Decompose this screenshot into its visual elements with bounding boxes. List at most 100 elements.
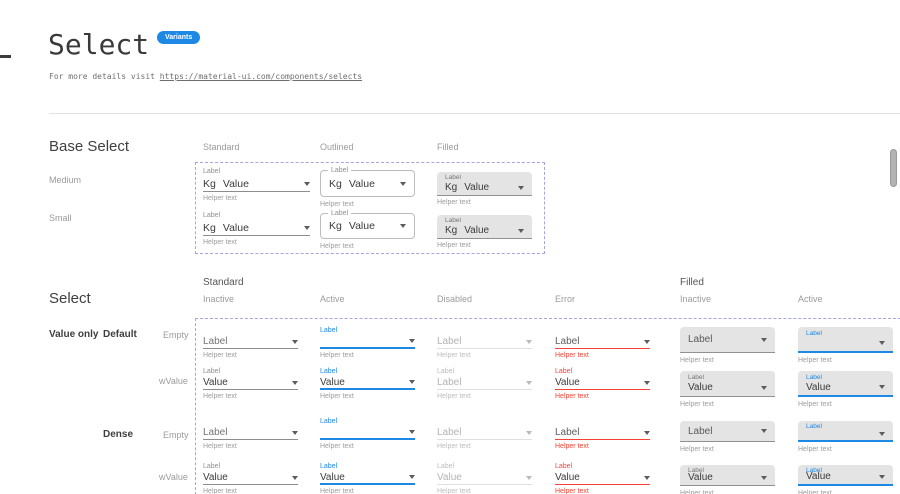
- select-standard-error-empty-dense[interactable]: Label Helper text: [555, 417, 650, 450]
- select-outline-box: Label Kg Value: [320, 209, 415, 239]
- select-standard-active-with-value[interactable]: Label Value Helper text: [320, 367, 415, 400]
- select-standard-error-with-value-dense[interactable]: Label Value Helper text: [555, 462, 650, 494]
- base-select-standard-small[interactable]: Label Kg Value Helper text: [203, 211, 310, 246]
- select-standard-active-empty[interactable]: Label Helper text: [320, 326, 415, 359]
- select-filled-box: Label Value: [798, 465, 893, 486]
- dropdown-caret-icon: [761, 337, 767, 342]
- state-header-active: Active: [320, 294, 345, 304]
- select-value: Label: [437, 336, 462, 347]
- select-filled-active-with-value[interactable]: Label Value Helper text: [798, 367, 893, 408]
- dropdown-caret-icon: [644, 339, 650, 344]
- select-standard-inactive-with-value-dense[interactable]: Label Value Helper text: [203, 462, 298, 494]
- row-label-medium: Medium: [49, 175, 82, 185]
- axis-label-default: Default: [103, 329, 137, 340]
- select-value: Value: [348, 220, 375, 232]
- header-divider: [49, 113, 900, 114]
- base-select-standard-medium[interactable]: Label Kg Value Helper text: [203, 167, 310, 202]
- select-filled-inactive-empty[interactable]: Label Helper text: [680, 326, 775, 364]
- base-select-outlined-medium[interactable]: Label Kg Value Helper text: [320, 166, 415, 208]
- select-standard-disabled-with-value[interactable]: Label Label Helper text: [437, 367, 532, 400]
- select-standard-inactive-with-value[interactable]: Label Value Helper text: [203, 367, 298, 400]
- select-filled-inactive-with-value-dense[interactable]: Label Value Helper text: [680, 462, 775, 494]
- select-value-row: Value: [555, 471, 650, 485]
- state-header-inactive: Inactive: [203, 294, 235, 304]
- dropdown-caret-icon: [518, 228, 524, 233]
- dropdown-caret-icon: [304, 225, 310, 230]
- helper-text: Helper text: [203, 352, 237, 359]
- dropdown-caret-icon: [526, 380, 532, 385]
- subtitle-text: For more details visit: [49, 72, 160, 81]
- select-filled-active-with-value-dense[interactable]: Label Value Helper text: [798, 462, 893, 494]
- select-filled-box: Label Value: [680, 371, 775, 397]
- select-adornment: Kg: [329, 177, 342, 190]
- select-value-row: [320, 426, 415, 440]
- dropdown-caret-icon: [526, 430, 532, 435]
- dropdown-caret-icon: [879, 385, 885, 389]
- select-value-row: Label: [555, 426, 650, 440]
- select-standard-inactive-empty[interactable]: Label Helper text: [203, 326, 298, 359]
- dropdown-caret-icon: [409, 380, 415, 384]
- helper-text: Helper text: [437, 443, 471, 450]
- select-standard-active-empty-dense[interactable]: Label Helper text: [320, 417, 415, 450]
- select-value: Value: [464, 225, 490, 236]
- select-standard-inactive-empty-dense[interactable]: Label Helper text: [203, 417, 298, 450]
- select-filled-inactive-empty-dense[interactable]: Label Helper text: [680, 417, 775, 453]
- select-filled-active-empty[interactable]: Label Helper text: [798, 326, 893, 364]
- select-value-row: Label: [203, 426, 298, 440]
- select-value-row: Label: [555, 335, 650, 349]
- dropdown-caret-icon: [304, 181, 310, 186]
- select-label: [203, 417, 298, 426]
- select-standard-disabled-empty-dense[interactable]: Label Helper text: [437, 417, 532, 450]
- select-filled-active-empty-dense[interactable]: Label Helper text: [798, 417, 893, 453]
- select-label: Label: [688, 467, 704, 474]
- select-value-row: Kg Value: [445, 225, 524, 236]
- helper-text: Helper text: [320, 243, 354, 250]
- dropdown-caret-icon: [292, 475, 298, 480]
- base-select-filled-small[interactable]: Label Kg Value Helper text: [437, 215, 532, 249]
- helper-text: Helper text: [680, 446, 714, 453]
- helper-text: Helper text: [437, 352, 471, 359]
- select-filled-box: Label Kg Value: [437, 215, 532, 239]
- select-value-row: Kg Value: [203, 220, 310, 236]
- helper-text: Helper text: [203, 443, 237, 450]
- select-label: Label: [203, 368, 221, 375]
- column-header-filled: Filled: [437, 142, 459, 152]
- select-filled-inactive-with-value[interactable]: Label Value Helper text: [680, 367, 775, 408]
- select-label: Label: [328, 209, 352, 218]
- select-value: Value: [222, 177, 249, 190]
- select-value-row: Value: [806, 471, 885, 482]
- select-label: Label: [688, 374, 704, 381]
- select-adornment: Kg: [445, 182, 458, 193]
- select-standard-error-with-value[interactable]: Label Value Helper text: [555, 367, 650, 400]
- select-label: Label: [320, 327, 338, 334]
- docs-link[interactable]: https://material-ui.com/components/selec…: [159, 72, 363, 81]
- dropdown-caret-icon: [761, 385, 767, 390]
- select-adornment: Kg: [445, 225, 458, 236]
- select-adornment: Kg: [203, 221, 216, 234]
- axis-label-empty-dense: Empty: [163, 430, 189, 440]
- select-standard-disabled-with-value-dense[interactable]: Label Value Helper text: [437, 462, 532, 494]
- select-value: Label: [437, 427, 462, 438]
- select-value-row: Label: [437, 376, 532, 390]
- select-label: [437, 326, 532, 335]
- select-value: Value: [437, 472, 462, 483]
- vertical-scrollbar-thumb[interactable]: [890, 149, 897, 187]
- select-standard-disabled-empty[interactable]: Label Helper text: [437, 326, 532, 359]
- group-header-filled: Filled: [680, 277, 704, 288]
- select-label: Label: [806, 467, 822, 474]
- select-value: Value: [555, 377, 580, 388]
- base-select-filled-medium[interactable]: Label Kg Value Helper text: [437, 172, 532, 206]
- select-standard-active-with-value-dense[interactable]: Label Value Helper text: [320, 462, 415, 494]
- base-select-outlined-small[interactable]: Label Kg Value Helper text: [320, 209, 415, 250]
- dropdown-caret-icon: [409, 430, 415, 434]
- select-label: [437, 417, 532, 426]
- select-standard-error-empty[interactable]: Label Helper text: [555, 326, 650, 359]
- page-title: Select: [48, 28, 150, 61]
- dropdown-caret-icon: [761, 429, 767, 433]
- helper-text: Helper text: [320, 488, 354, 494]
- select-value-row: Value: [320, 471, 415, 485]
- select-value: Label: [688, 334, 713, 345]
- dropdown-caret-icon: [644, 380, 650, 385]
- column-header-outlined: Outlined: [320, 142, 354, 152]
- dropdown-caret-icon: [644, 430, 650, 435]
